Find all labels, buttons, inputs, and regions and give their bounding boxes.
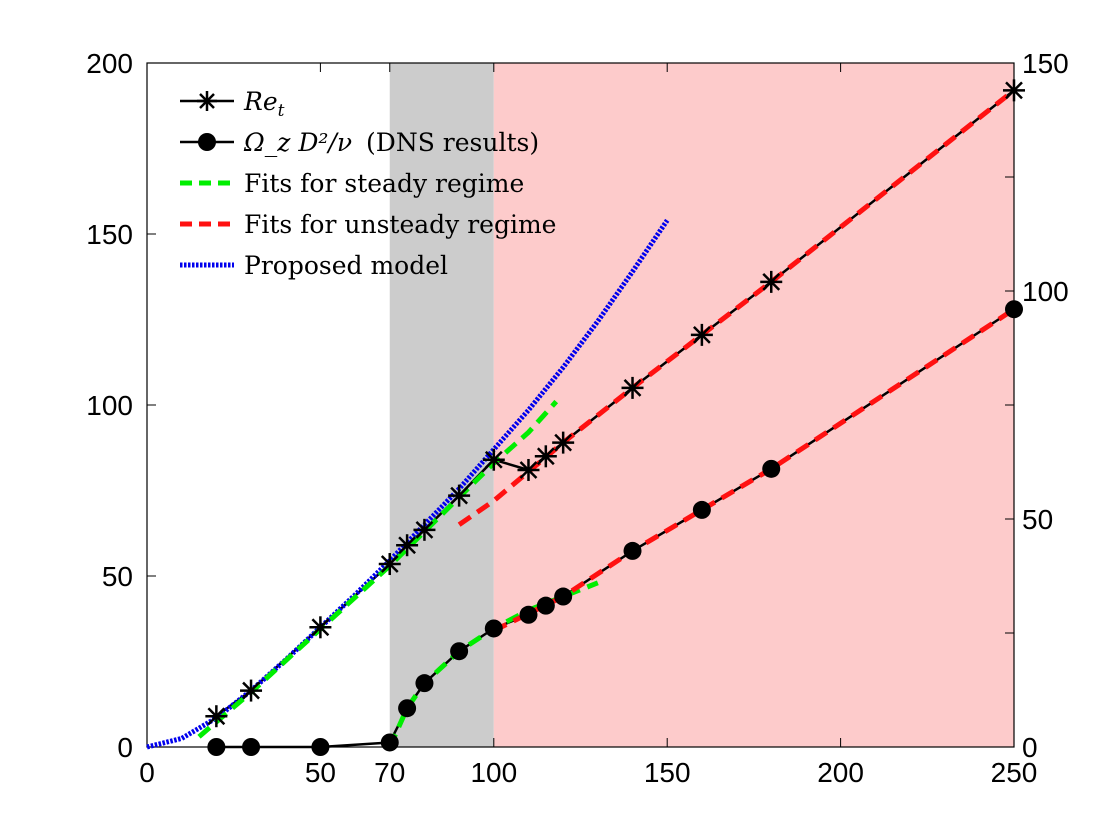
x-tick-label: 0 <box>139 757 155 788</box>
x-tick-label: 100 <box>470 757 517 788</box>
ret-point <box>396 534 419 557</box>
ret-point <box>1003 79 1025 102</box>
dns-point <box>207 738 226 756</box>
shaded-region-unsteady <box>493 63 1014 747</box>
legend-label-dns: Ω_z D²/ν (DNS results) <box>243 128 539 157</box>
shaded-region-transition <box>389 63 494 747</box>
series-markers <box>205 79 1025 756</box>
y-tick-label: 50 <box>102 561 133 592</box>
legend-label-steady-fit: Fits for steady regime <box>244 169 524 198</box>
dns-point <box>1005 300 1023 319</box>
legend-entry-unsteady-fit: Fits for unsteady regime <box>180 210 556 239</box>
ret-point <box>448 484 471 507</box>
ret-point <box>517 458 540 481</box>
tick-marks <box>146 62 1015 748</box>
x-tick-label: 150 <box>644 757 691 788</box>
y-tick-label: 150 <box>86 219 133 250</box>
legend-marker-asterisk <box>197 91 217 111</box>
dns-point <box>242 738 261 756</box>
legend-entry-ret: Ret <box>180 87 285 121</box>
dns-point <box>762 459 781 478</box>
ret-point <box>413 518 436 541</box>
y-tick-label: 100 <box>86 390 133 421</box>
dns-point <box>536 596 555 615</box>
ret-point <box>205 705 228 728</box>
dns-point <box>484 619 503 638</box>
ret-point <box>240 679 263 702</box>
y2-tick-label: 0 <box>1022 732 1038 763</box>
shaded-regions <box>389 63 1014 747</box>
dns-point <box>380 733 399 752</box>
x-tick-label: 250 <box>991 757 1038 788</box>
ret-point <box>482 448 505 471</box>
ret-point <box>760 270 783 293</box>
dns-point <box>398 699 417 718</box>
ret-point <box>309 616 332 639</box>
legend-label-proposed-model: Proposed model <box>244 251 448 280</box>
y-tick-label: 200 <box>86 48 133 79</box>
dns-point <box>415 674 434 693</box>
legend-entry-dns: Ω_z D²/ν (DNS results) <box>180 128 539 157</box>
dns-point <box>692 500 711 519</box>
ret-point <box>378 553 401 576</box>
x-tick-label: 50 <box>305 757 336 788</box>
legend: Ret Ω_z D²/ν (DNS results) Fits for stead… <box>180 87 556 280</box>
dns-point <box>311 738 330 756</box>
legend-label-unsteady-fit: Fits for unsteady regime <box>244 210 556 239</box>
unsteady-fit-line-dns <box>492 307 1016 633</box>
dns-point <box>519 605 538 624</box>
x-tick-label: 200 <box>817 757 864 788</box>
y-tick-label: 0 <box>117 732 133 763</box>
y2-tick-label: 50 <box>1022 504 1053 535</box>
y2-tick-label: 150 <box>1022 48 1069 79</box>
ret-point <box>690 323 713 346</box>
legend-entry-steady-fit: Fits for steady regime <box>180 169 524 198</box>
dns-point <box>450 642 469 661</box>
dns-point <box>554 587 573 606</box>
steady-fit-line-ret <box>197 399 559 739</box>
ret-point <box>621 376 644 399</box>
ret-point <box>534 445 557 468</box>
dns-point <box>623 541 642 560</box>
legend-entry-proposed-model: Proposed model <box>180 251 448 280</box>
legend-marker-dot <box>198 133 216 151</box>
ret-point <box>552 431 575 454</box>
legend-label-ret: Ret <box>243 87 285 121</box>
x-tick-label: 70 <box>374 757 405 788</box>
y2-tick-label: 100 <box>1022 276 1069 307</box>
